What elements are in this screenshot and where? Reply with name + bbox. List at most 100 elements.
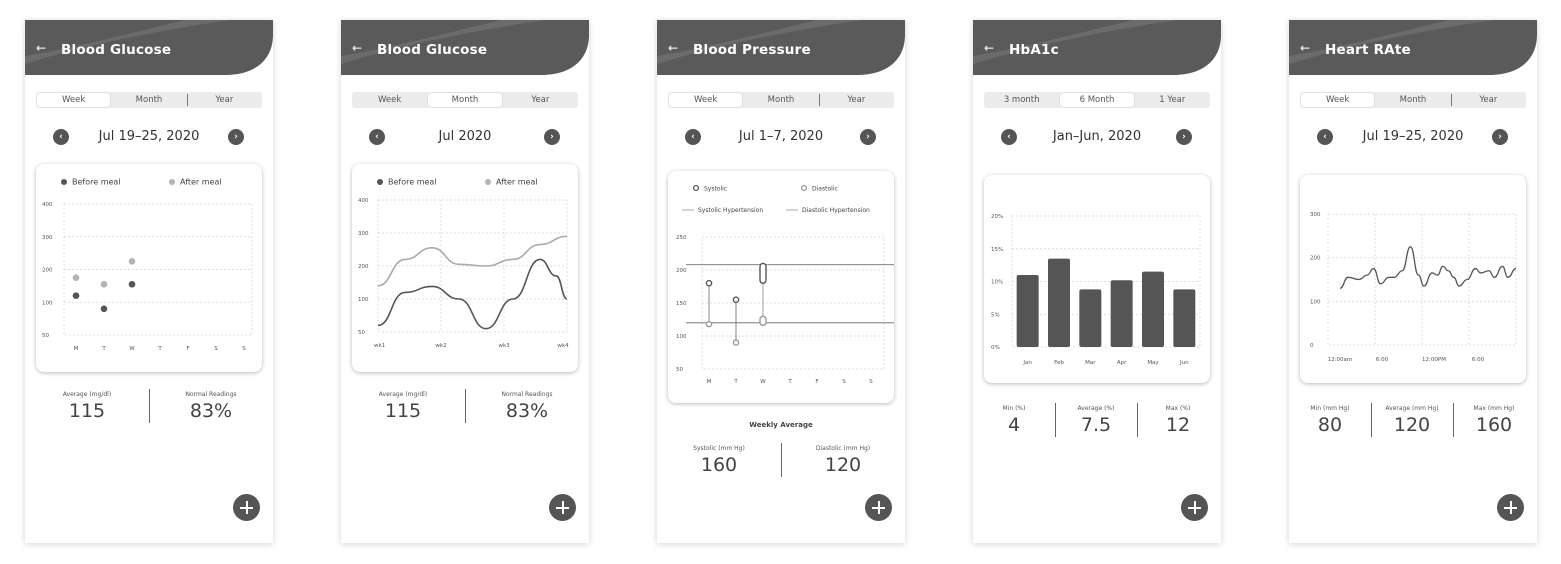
chart-svg: Before meal After meal 400 300 200 100 50 wk1 wk… (358, 178, 569, 350)
systolic-point (705, 279, 713, 287)
legend-label: Diastolic (812, 186, 838, 193)
chevron-left-icon[interactable]: ‹ (685, 129, 701, 145)
y-tick-label: 100 (42, 300, 53, 306)
chevron-right-icon[interactable]: › (228, 129, 244, 145)
stat-label: Max (%) (1165, 405, 1191, 412)
phone-screen-bp-week: ← Blood Pressure Week Month Year ‹ Jul 1–7, 20… (657, 20, 905, 543)
x-tick-label: S (214, 346, 218, 352)
app-header: ← Blood Glucose (341, 20, 589, 75)
x-tick-label: wk2 (435, 343, 446, 349)
chevron-right-icon[interactable]: › (860, 129, 876, 145)
x-tick-label: S (842, 379, 846, 385)
chart-svg: 20% 15% 10% 5% 0% Jan Feb Mar Apr May Jun (991, 214, 1201, 366)
add-reading-button[interactable] (1181, 494, 1208, 521)
segment-year[interactable]: Year (531, 95, 550, 105)
stat-label: Average (%) (1077, 405, 1115, 412)
chart-svg: Before meal After meal 400 300 200 100 50 M T W T F… (42, 178, 253, 352)
stat-1: Average (mm Hg) 120 (1372, 405, 1452, 436)
stat-value: 160 (700, 454, 738, 476)
y-tick-label: 0% (991, 345, 1000, 351)
segment-week[interactable]: Week (37, 93, 111, 107)
stat-1: Diastolic (mm Hg) 120 (803, 445, 883, 476)
stat-value: 120 (824, 454, 862, 476)
bar-feb (1048, 258, 1070, 347)
stat-label: Average (mg/dl) (378, 391, 428, 398)
chevron-right-icon[interactable]: › (1176, 129, 1192, 145)
y-tick-label: 300 (358, 231, 369, 237)
y-tick-label: 15% (991, 247, 1003, 253)
diastolic-point (705, 320, 713, 328)
segment-6-month[interactable]: 6 Month (1060, 93, 1134, 107)
stat-0: Min (mm Hg) 80 (1290, 405, 1370, 436)
x-tick-label: T (787, 379, 792, 385)
back-arrow-icon[interactable]: ← (36, 41, 47, 55)
chart-card: Before meal After meal 400 300 200 100 50 wk1 wk… (352, 164, 578, 372)
segment-week[interactable]: Week (378, 95, 402, 105)
chevron-right-icon[interactable]: › (1492, 129, 1508, 145)
grid-frame (701, 236, 885, 370)
chart-svg: Systolic Diastolic Systolic Hypertension Di… (676, 184, 894, 385)
bar-jan (1016, 274, 1039, 347)
stat-2: Max (%) 12 (1138, 405, 1218, 436)
stat-0: Average (mg/dl) 115 (363, 391, 443, 422)
segment-year[interactable]: Year (215, 95, 234, 105)
segment-3-month[interactable]: 3 month (1003, 95, 1040, 105)
y-tick-label: 200 (1310, 256, 1321, 262)
chevron-right-icon[interactable]: › (544, 129, 560, 145)
heart-rate-line (1339, 246, 1517, 289)
x-tick-label: Mar (1085, 360, 1096, 366)
segment-month[interactable]: Month (135, 95, 163, 105)
chevron-left-icon[interactable]: ‹ (53, 129, 69, 145)
x-tick-label: wk1 (374, 343, 385, 349)
stat-0: Systolic (mm Hg) 160 (679, 445, 759, 476)
segment-week[interactable]: Week (1301, 93, 1375, 107)
bar-jun (1173, 289, 1196, 347)
chevron-left-icon[interactable]: ‹ (369, 129, 385, 145)
systolic-point (732, 296, 740, 303)
segment-month[interactable]: Month (767, 95, 795, 105)
back-arrow-icon[interactable]: ← (1300, 41, 1311, 55)
y-tick-label: 5% (991, 312, 1000, 318)
chevron-left-icon[interactable]: ‹ (1317, 129, 1333, 145)
add-reading-button[interactable] (865, 494, 892, 521)
add-reading-button[interactable] (1497, 494, 1524, 521)
screen-title: Blood Glucose (61, 42, 172, 58)
stat-label: Normal Readings (501, 391, 553, 398)
line-series-before-meal (377, 258, 568, 330)
x-tick-label: 6:00 (1472, 357, 1485, 363)
segment-year[interactable]: Year (1479, 95, 1498, 105)
x-tick-label: Apr (1117, 360, 1127, 366)
screen-title: Heart RAte (1325, 42, 1411, 58)
data-point-after-meal (72, 274, 80, 281)
segment-month[interactable]: Month (428, 93, 502, 107)
bar-apr (1110, 280, 1133, 347)
back-arrow-icon[interactable]: ← (984, 41, 995, 55)
back-arrow-icon[interactable]: ← (352, 41, 363, 55)
add-reading-button[interactable] (549, 494, 576, 521)
chart-card: 20% 15% 10% 5% 0% Jan Feb Mar Apr May Jun (984, 175, 1210, 383)
data-point-after-meal (100, 280, 108, 288)
x-tick-label: Feb (1054, 360, 1064, 366)
date-range-label: Jul 19–25, 2020 (1362, 129, 1464, 144)
phone-screen-bg-week: ← Blood Glucose Week Month Year ‹ Jul 19–25, 2… (25, 20, 273, 543)
segment-month[interactable]: Month (1399, 95, 1427, 105)
diastolic-range (759, 315, 767, 327)
y-tick-label: 10% (991, 280, 1003, 286)
add-reading-button[interactable] (233, 494, 260, 521)
chart-card: 300 200 100 0 12:00am 6:00 12:00PM 6:00 (1300, 175, 1526, 383)
y-tick-label: 100 (358, 297, 369, 303)
x-tick-label: W (760, 379, 766, 385)
back-arrow-icon[interactable]: ← (668, 41, 679, 55)
date-navigator: ‹ Jul 19–25, 2020 › (25, 126, 273, 148)
stat-label: Normal Readings (185, 391, 237, 398)
segment-1-year[interactable]: 1 Year (1159, 95, 1186, 105)
chevron-left-icon[interactable]: ‹ (1001, 129, 1017, 145)
y-tick-label: 200 (42, 268, 53, 274)
segment-week[interactable]: Week (669, 93, 743, 107)
segment-year[interactable]: Year (847, 95, 866, 105)
x-tick-label: F (186, 346, 189, 352)
x-tick-label: M (707, 379, 712, 385)
data-point-after-meal (128, 258, 136, 265)
y-tick-label: 50 (42, 333, 49, 339)
period-segmented-control: 3 month 6 Month 1 Year (984, 92, 1210, 108)
